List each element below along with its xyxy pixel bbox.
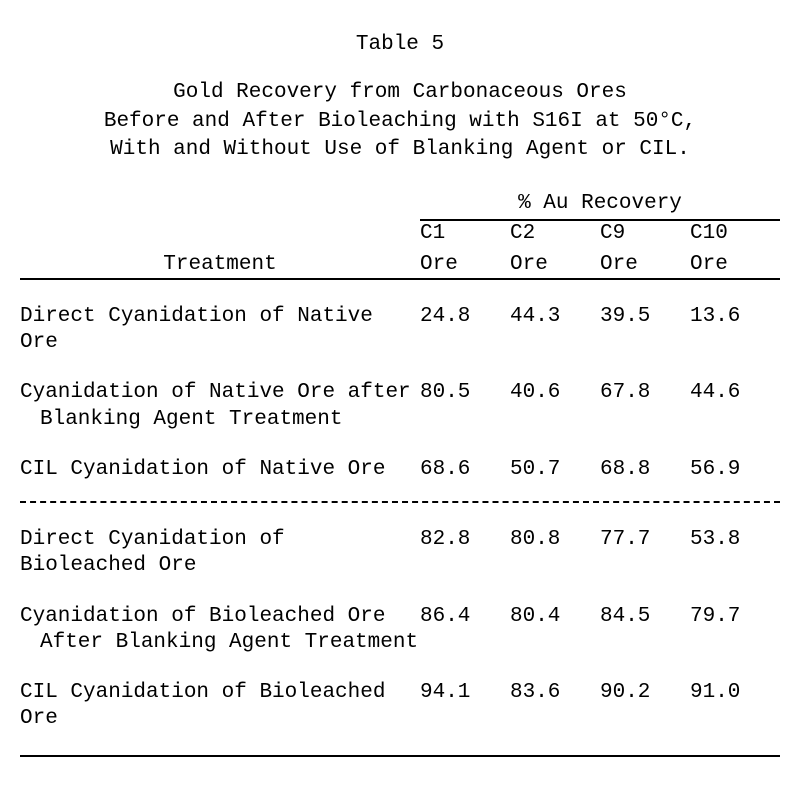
table-number: Table 5	[20, 32, 780, 58]
treatment-line1: Direct Cyanidation of Native Ore	[20, 305, 373, 354]
value-cell: 79.7	[690, 580, 780, 657]
treatment-line1: Cyanidation of Bioleached Ore	[20, 605, 385, 628]
table-5-page: Table 5 Gold Recovery from Carbonaceous …	[0, 0, 800, 777]
value-cell: 94.1	[420, 656, 510, 733]
value-cell: 44.3	[510, 279, 600, 357]
au-recovery-span: % Au Recovery	[420, 191, 780, 221]
value-cell: 68.6	[420, 433, 510, 483]
treatment-cell: Cyanidation of Bioleached Ore After Blan…	[20, 580, 420, 657]
column-ore-row: Treatment Ore Ore Ore Ore	[20, 252, 780, 279]
col-code-c9: C9	[600, 221, 690, 251]
column-code-row: C1 C2 C9 C10	[20, 221, 780, 251]
recovery-table: % Au Recovery C1 C2 C9 C10 Treatment Ore…	[20, 191, 780, 757]
value-cell: 91.0	[690, 656, 780, 733]
treatment-cell: Cyanidation of Native Ore after Blanking…	[20, 356, 420, 433]
table-row: Direct Cyanidation of Native Ore 24.8 44…	[20, 279, 780, 357]
treatment-cell: Direct Cyanidation of Native Ore	[20, 279, 420, 357]
value-cell: 68.8	[600, 433, 690, 483]
col-ore-4: Ore	[690, 252, 780, 279]
value-cell: 82.8	[420, 503, 510, 580]
value-cell: 80.5	[420, 356, 510, 433]
table-row: Cyanidation of Native Ore after Blanking…	[20, 356, 780, 433]
col-ore-1: Ore	[420, 252, 510, 279]
value-cell: 53.8	[690, 503, 780, 580]
value-cell: 84.5	[600, 580, 690, 657]
value-cell: 56.9	[690, 433, 780, 483]
treatment-line2: After Blanking Agent Treatment	[20, 630, 420, 656]
treatment-line1: Cyanidation of Native Ore after	[20, 381, 411, 404]
value-cell: 44.6	[690, 356, 780, 433]
table-row: Direct Cyanidation of Bioleached Ore 82.…	[20, 503, 780, 580]
value-cell: 13.6	[690, 279, 780, 357]
value-cell: 40.6	[510, 356, 600, 433]
title-line-2: Before and After Bioleaching with S16I a…	[20, 109, 780, 135]
title-line-3: With and Without Use of Blanking Agent o…	[20, 137, 780, 163]
value-cell: 80.4	[510, 580, 600, 657]
table-row: CIL Cyanidation of Native Ore 68.6 50.7 …	[20, 433, 780, 483]
title-block: Table 5 Gold Recovery from Carbonaceous …	[20, 32, 780, 163]
col-code-c10: C10	[690, 221, 780, 251]
value-cell: 24.8	[420, 279, 510, 357]
value-cell: 90.2	[600, 656, 690, 733]
treatment-cell: CIL Cyanidation of Bioleached Ore	[20, 656, 420, 733]
treatment-cell: Direct Cyanidation of Bioleached Ore	[20, 503, 420, 580]
treatment-line1: CIL Cyanidation of Bioleached Ore	[20, 681, 385, 730]
col-ore-2: Ore	[510, 252, 600, 279]
col-code-c2: C2	[510, 221, 600, 251]
table-row: Cyanidation of Bioleached Ore After Blan…	[20, 580, 780, 657]
treatment-line1: CIL Cyanidation of Native Ore	[20, 458, 385, 481]
value-cell: 50.7	[510, 433, 600, 483]
value-cell: 39.5	[600, 279, 690, 357]
bottom-rule-row	[20, 733, 780, 757]
col-ore-3: Ore	[600, 252, 690, 279]
treatment-header: Treatment	[20, 252, 420, 278]
table-row: CIL Cyanidation of Bioleached Ore 94.1 8…	[20, 656, 780, 733]
value-cell: 86.4	[420, 580, 510, 657]
span-header-row: % Au Recovery	[20, 191, 780, 221]
dashed-separator-row	[20, 483, 780, 503]
treatment-cell: CIL Cyanidation of Native Ore	[20, 433, 420, 483]
value-cell: 77.7	[600, 503, 690, 580]
treatment-line1: Direct Cyanidation of Bioleached Ore	[20, 528, 285, 577]
treatment-line2: Blanking Agent Treatment	[20, 407, 420, 433]
value-cell: 80.8	[510, 503, 600, 580]
title-line-1: Gold Recovery from Carbonaceous Ores	[20, 80, 780, 106]
value-cell: 67.8	[600, 356, 690, 433]
value-cell: 83.6	[510, 656, 600, 733]
col-code-c1: C1	[420, 221, 510, 251]
bottom-rule	[20, 755, 780, 757]
